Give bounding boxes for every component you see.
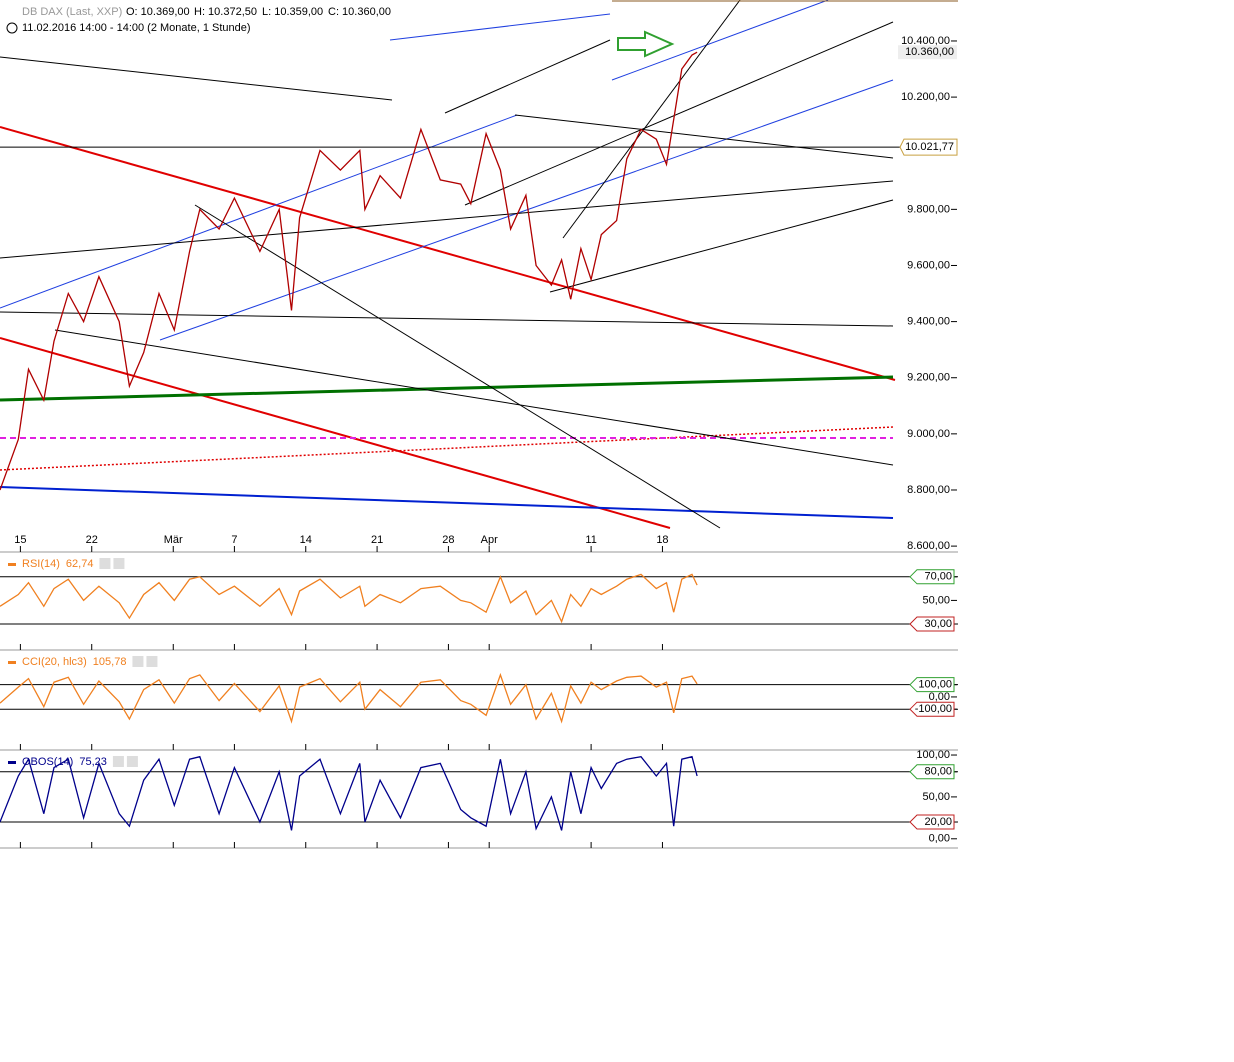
legend-name: RSI(14) <box>22 558 60 570</box>
x-tick-label: Apr <box>481 534 498 546</box>
instrument: DB DAX (Last, XXP) <box>22 6 122 18</box>
y-tick-label: 10.200,00 <box>901 91 950 103</box>
x-tick-label: 14 <box>300 534 312 546</box>
high: H: 10.372,50 <box>194 6 257 18</box>
y-tick-label: 0,00 <box>929 833 950 845</box>
value-tag <box>909 616 955 632</box>
value-tag <box>909 764 955 780</box>
x-tick-label: 21 <box>371 534 383 546</box>
value-tag-label: 100,00 <box>918 679 952 691</box>
series-line <box>0 51 698 491</box>
x-tick-label: 7 <box>231 534 237 546</box>
y-tick-label: 50,00 <box>922 594 950 606</box>
clock-icon <box>6 22 18 34</box>
legend-value: 75,23 <box>79 756 107 768</box>
y-tick-label: 9.000,00 <box>907 428 950 440</box>
close-button[interactable] <box>126 756 138 767</box>
settings-button[interactable] <box>112 756 124 767</box>
legend-value: 62,74 <box>66 558 94 570</box>
low: L: 10.359,00 <box>262 6 323 18</box>
legend-name: OBOS(14) <box>22 756 73 768</box>
value-tag-label: 70,00 <box>924 571 952 583</box>
price-tag <box>899 138 958 156</box>
y-tick-label: 9.400,00 <box>907 316 950 328</box>
legend-swatch <box>8 761 16 764</box>
x-tick-label: 28 <box>442 534 454 546</box>
y-tick-label: 9.800,00 <box>907 203 950 215</box>
panel-borders <box>0 551 958 849</box>
close: C: 10.360,00 <box>328 6 391 18</box>
settings-button[interactable] <box>99 558 111 569</box>
x-tick-label: 11 <box>585 534 596 546</box>
close-button[interactable] <box>113 558 125 569</box>
settings-button[interactable] <box>132 656 144 667</box>
value-tag-label: 30,00 <box>924 618 952 630</box>
last-price-label: 10.360,00 <box>905 46 954 58</box>
price-tag-label: 10.021,77 <box>905 141 954 153</box>
value-tag-label: -100,00 <box>915 703 952 715</box>
value-tag-label: 20,00 <box>924 816 952 828</box>
value-tag <box>909 814 955 830</box>
legend-value: 105,78 <box>93 656 127 668</box>
series-line <box>0 755 698 831</box>
last-price-tag <box>898 45 957 60</box>
y-tick-label: 0,00 <box>929 691 950 703</box>
open: O: 10.369,00 <box>126 6 190 18</box>
y-tick-label: 8.800,00 <box>907 484 950 496</box>
series-line <box>0 573 698 624</box>
value-tag <box>909 701 955 717</box>
legend-name: CCI(20, hlc3) <box>22 656 87 668</box>
value-tag <box>909 677 955 693</box>
y-tick-label: 8.600,00 <box>907 540 950 552</box>
subtitle: 11.02.2016 14:00 - 14:00 (2 Monate, 1 St… <box>22 22 251 34</box>
legend-swatch <box>8 661 16 664</box>
trendlines <box>0 0 958 529</box>
x-tick-label: 18 <box>656 534 668 546</box>
legend-swatch <box>8 563 16 566</box>
x-tick-label: 22 <box>86 534 98 546</box>
value-tag <box>909 569 955 585</box>
series-line <box>0 672 698 724</box>
y-tick-label: 100,00 <box>916 749 950 761</box>
y-tick-label: 10.400,00 <box>901 35 950 47</box>
value-tag-label: 80,00 <box>924 766 952 778</box>
x-tick-label: 15 <box>14 534 26 546</box>
x-tick-label: Mär <box>164 534 183 546</box>
y-tick-label: 9.600,00 <box>907 259 950 271</box>
y-tick-label: 9.200,00 <box>907 372 950 384</box>
y-tick-label: 50,00 <box>922 791 950 803</box>
close-button[interactable] <box>146 656 158 667</box>
